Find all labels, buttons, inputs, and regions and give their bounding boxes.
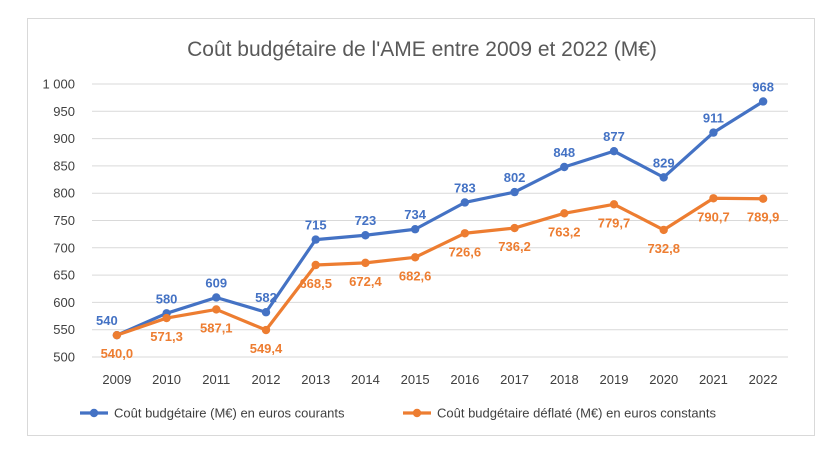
y-tick-label: 500	[53, 350, 75, 365]
data-label: 848	[553, 145, 575, 160]
data-label: 802	[504, 170, 526, 185]
data-label: 571,3	[150, 329, 183, 344]
grid-lines	[92, 83, 788, 358]
data-point	[659, 173, 668, 182]
data-point	[609, 146, 619, 156]
data-point	[410, 253, 420, 262]
y-tick-label: 950	[53, 104, 75, 119]
data-point	[510, 187, 519, 197]
x-tick-label: 2013	[301, 372, 330, 387]
data-label: 779,7	[598, 215, 631, 230]
legend-marker	[412, 408, 422, 418]
x-tick-label: 2021	[699, 372, 728, 387]
data-label: 672,4	[349, 274, 382, 289]
data-label: 877	[603, 129, 625, 144]
x-tick-label: 2022	[749, 372, 778, 387]
x-tick-label: 2018	[550, 372, 579, 387]
x-tick-label: 2011	[202, 372, 230, 387]
data-point	[758, 194, 768, 203]
data-label: 540,0	[101, 346, 134, 361]
y-axis-ticks: 500 550 600 650 700 750 800 850 900 950 1 000	[42, 77, 75, 365]
data-point	[361, 258, 370, 268]
data-point	[311, 260, 320, 270]
y-tick-label: 700	[53, 240, 75, 255]
x-tick-label: 2010	[152, 372, 181, 387]
series-2	[112, 194, 768, 340]
y-tick-label: 1 000	[42, 77, 75, 92]
data-labels: 540 580 609 582 715 723 734 783 802 848 877 829 911 9…	[96, 79, 779, 361]
y-tick-label: 800	[53, 186, 75, 201]
data-label: 587,1	[200, 320, 233, 335]
data-label: 911	[703, 111, 724, 126]
data-point	[261, 325, 271, 335]
series-layer	[112, 97, 768, 340]
data-label: 582	[255, 290, 277, 305]
data-label: 668,5	[299, 276, 332, 291]
y-tick-label: 600	[53, 295, 75, 310]
series-1	[112, 97, 768, 340]
data-point	[510, 223, 519, 233]
data-point	[460, 229, 470, 238]
legend-label: Coût budgétaire (M€) en euros courants	[114, 406, 345, 421]
y-tick-label: 850	[53, 158, 75, 173]
data-label: 723	[355, 213, 377, 228]
data-label: 609	[205, 275, 227, 290]
x-tick-label: 2016	[450, 372, 479, 387]
y-tick-label: 900	[53, 131, 75, 146]
y-tick-label: 650	[53, 268, 75, 283]
data-label: 732,8	[647, 241, 680, 256]
data-label: 783	[454, 180, 476, 195]
data-point	[212, 305, 221, 314]
data-label: 726,6	[449, 244, 482, 259]
x-tick-label: 2020	[649, 372, 678, 387]
chart-container: Coût budgétaire de l'AME entre 2009 et 2…	[27, 18, 815, 436]
data-label: 734	[404, 207, 426, 222]
data-label: 549,4	[250, 341, 283, 356]
legend-label: Coût budgétaire déflaté (M€) en euros co…	[437, 406, 716, 421]
data-point	[758, 97, 768, 106]
data-point	[560, 209, 569, 218]
data-point	[162, 313, 171, 323]
x-tick-label: 2014	[351, 372, 380, 387]
data-point	[212, 293, 221, 302]
data-point	[361, 231, 370, 240]
x-tick-label: 2009	[102, 372, 131, 387]
x-tick-label: 2012	[252, 372, 281, 387]
x-tick-label: 2019	[600, 372, 629, 387]
data-label: 763,2	[548, 224, 581, 239]
x-tick-label: 2017	[500, 372, 529, 387]
data-label: 580	[156, 291, 178, 306]
data-label: 736,2	[498, 239, 531, 254]
data-label: 790,7	[697, 209, 730, 224]
y-tick-label: 750	[53, 213, 75, 228]
data-point	[659, 225, 668, 235]
data-label: 715	[305, 218, 327, 233]
data-point	[311, 235, 320, 244]
data-label: 829	[653, 155, 675, 170]
data-label: 682,6	[399, 268, 432, 283]
legend: Coût budgétaire (M€) en euros courants Co…	[80, 406, 716, 421]
data-point	[709, 194, 718, 203]
data-label: 789,9	[747, 210, 780, 225]
data-label: 968	[752, 79, 774, 94]
legend-marker	[89, 408, 99, 418]
data-point	[560, 162, 569, 172]
x-axis-ticks: 2009 2010 2011 2012 2013 2014 2015 2016 2017 2018…	[102, 372, 777, 387]
data-point	[609, 200, 619, 209]
data-point	[112, 330, 122, 340]
series-line	[115, 99, 765, 337]
data-label: 540	[96, 313, 118, 328]
data-point	[709, 128, 718, 137]
data-point	[460, 198, 470, 207]
data-point	[261, 308, 271, 317]
series-line	[115, 196, 765, 337]
data-point	[410, 225, 420, 234]
line-chart: Coût budgétaire de l'AME entre 2009 et 2…	[42, 38, 788, 421]
chart-title: Coût budgétaire de l'AME entre 2009 et 2…	[187, 38, 657, 61]
y-tick-label: 550	[53, 322, 75, 337]
x-tick-label: 2015	[401, 372, 430, 387]
